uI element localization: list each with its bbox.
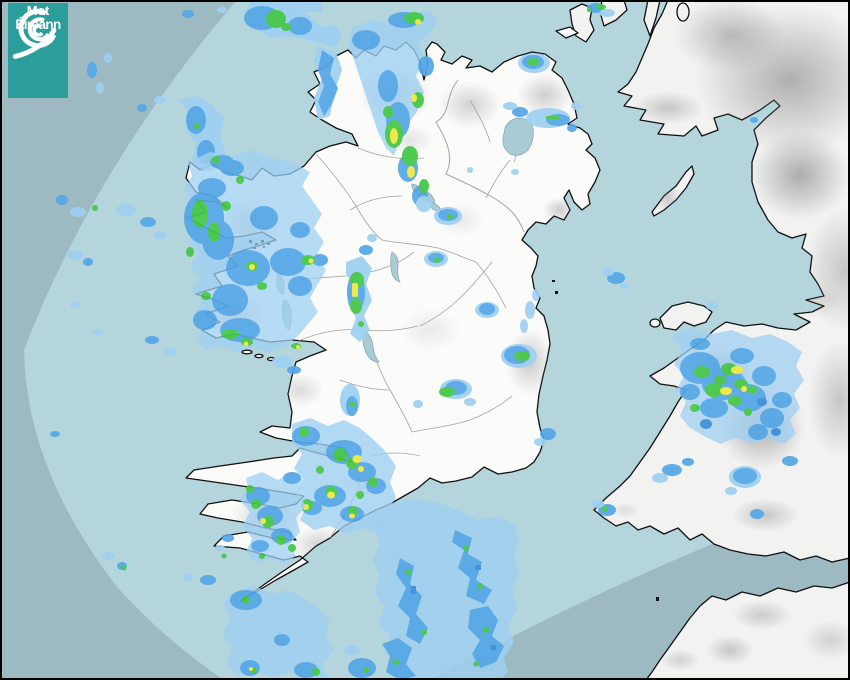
lundy-island <box>656 597 659 601</box>
lough-neagh <box>502 117 534 156</box>
rain-cluster-northwest-sea <box>87 2 342 172</box>
rain-streak-midlands <box>346 207 499 408</box>
precipitation-overlay <box>50 2 804 678</box>
rain-cell-islay <box>587 3 615 17</box>
rain-cells-northern-ireland-east <box>467 102 581 175</box>
rain-cell-north-coast <box>518 53 550 73</box>
rain-cluster-mayo-connemara <box>184 150 328 374</box>
rain-cluster-wales <box>672 328 804 444</box>
rain-cell-wicklow <box>501 289 556 446</box>
rain-cluster-kerry <box>183 472 306 585</box>
met-eireann-swirl-icon <box>12 8 57 59</box>
rain-cluster-sea-southwest <box>222 586 376 678</box>
rain-blobs-irish-sea-and-wales-coast <box>592 117 798 519</box>
ireland-landmass <box>185 26 601 603</box>
terrain-shading-britain <box>610 2 848 671</box>
rain-cluster-donegal <box>348 10 438 212</box>
lough-derg <box>362 329 380 363</box>
rathlin-island <box>555 26 579 39</box>
met-eireann-logo: Met Éireann <box>8 3 68 98</box>
lough-ree <box>390 251 401 283</box>
rain-cluster-south-central <box>292 384 396 534</box>
aran-islands <box>241 349 253 355</box>
rain-area-sea-south <box>372 498 520 678</box>
rain-small-blobs-west-sea <box>50 195 176 571</box>
holy-island <box>649 318 661 328</box>
